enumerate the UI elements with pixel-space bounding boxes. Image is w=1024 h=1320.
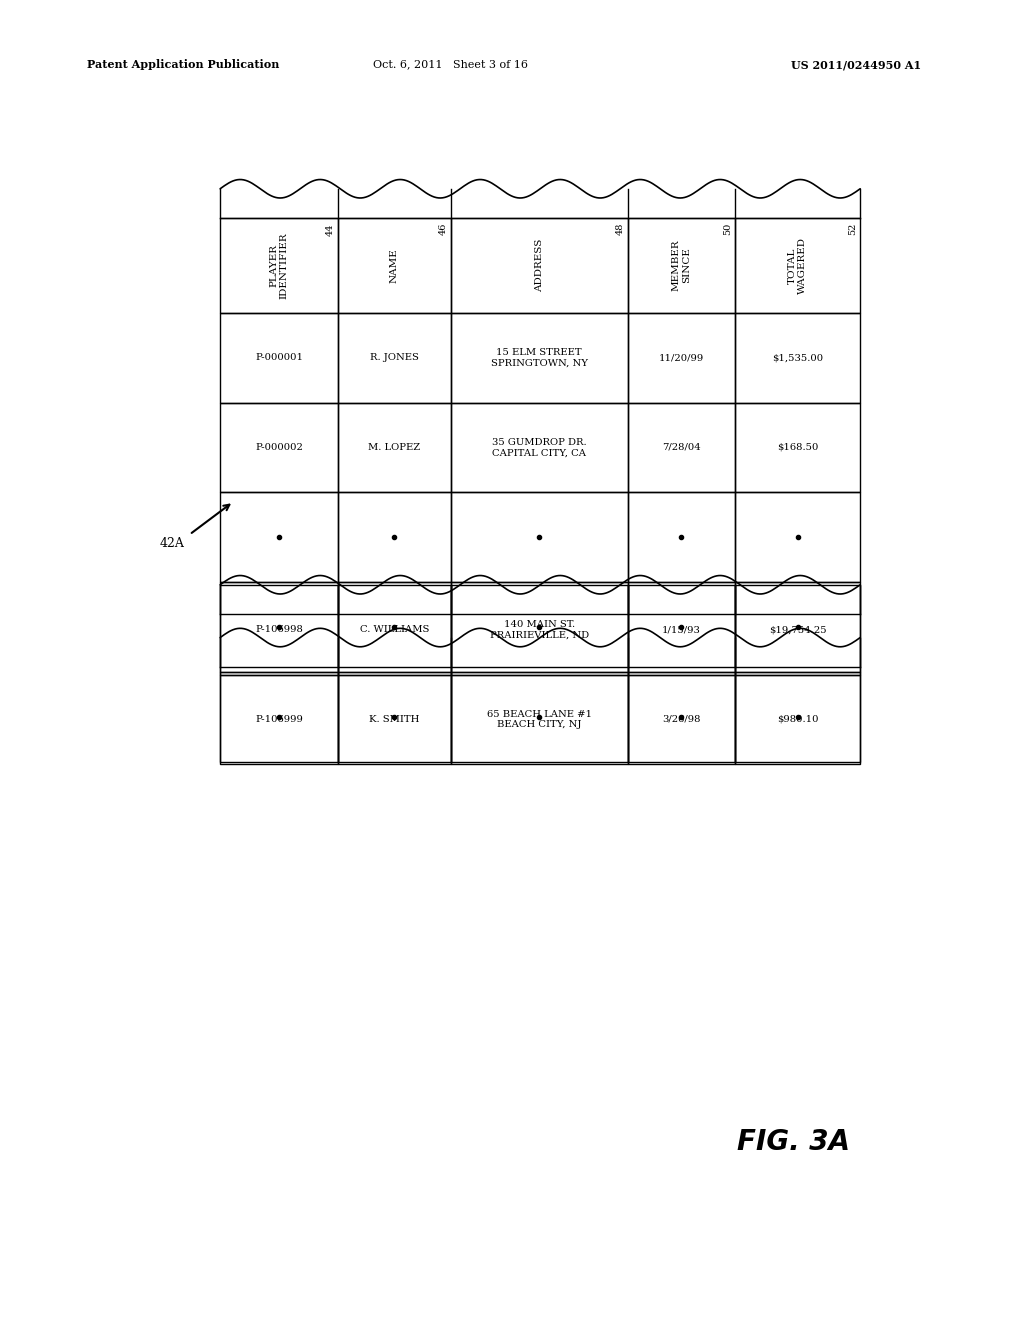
Text: US 2011/0244950 A1: US 2011/0244950 A1 — [792, 59, 922, 70]
Bar — [451, 675, 628, 764]
Bar — [735, 675, 860, 764]
Text: P-106999: P-106999 — [255, 715, 303, 723]
Text: P-106998: P-106998 — [255, 626, 303, 634]
Text: 46: 46 — [438, 223, 447, 235]
Text: $168.50: $168.50 — [777, 444, 818, 451]
Bar — [735, 585, 860, 675]
Text: 52: 52 — [848, 223, 857, 235]
Bar — [628, 313, 735, 403]
Bar — [628, 403, 735, 492]
Text: $1,535.00: $1,535.00 — [772, 354, 823, 362]
Bar — [735, 582, 860, 672]
Text: MEMBER
SINCE: MEMBER SINCE — [672, 239, 691, 292]
Text: 140 MAIN ST.
PRAIRIEVILLE, ND: 140 MAIN ST. PRAIRIEVILLE, ND — [489, 620, 589, 639]
Text: ADDRESS: ADDRESS — [535, 239, 544, 292]
Bar — [628, 675, 735, 764]
Text: 48: 48 — [615, 223, 625, 235]
Bar — [220, 675, 338, 764]
Text: 11/20/99: 11/20/99 — [658, 354, 705, 362]
Text: K. SMITH: K. SMITH — [369, 715, 420, 723]
Text: $980.10: $980.10 — [777, 715, 818, 723]
Text: NAME: NAME — [390, 248, 398, 282]
Bar — [451, 492, 628, 582]
Text: 44: 44 — [326, 223, 335, 235]
Bar — [451, 218, 628, 313]
Text: P-000002: P-000002 — [255, 444, 303, 451]
Bar — [735, 218, 860, 313]
Text: 3/26/98: 3/26/98 — [663, 715, 700, 723]
Bar — [338, 582, 451, 672]
Bar — [220, 585, 338, 675]
Text: TOTAL
WAGERED: TOTAL WAGERED — [788, 236, 807, 294]
Text: 42A: 42A — [160, 537, 184, 550]
Text: Patent Application Publication: Patent Application Publication — [87, 59, 280, 70]
Bar — [338, 492, 451, 582]
Text: $19,754.25: $19,754.25 — [769, 626, 826, 634]
Bar — [338, 403, 451, 492]
Text: P-000001: P-000001 — [255, 354, 303, 362]
Bar — [338, 675, 451, 764]
Bar — [735, 492, 860, 582]
Bar — [451, 582, 628, 672]
Bar — [220, 672, 338, 762]
Bar — [220, 582, 338, 672]
Bar — [220, 403, 338, 492]
Bar — [628, 672, 735, 762]
Text: R. JONES: R. JONES — [370, 354, 419, 362]
Bar — [220, 313, 338, 403]
Bar — [735, 672, 860, 762]
Text: 15 ELM STREET
SPRINGTOWN, NY: 15 ELM STREET SPRINGTOWN, NY — [490, 348, 588, 367]
Bar — [735, 313, 860, 403]
Bar — [451, 313, 628, 403]
Text: PLAYER
IDENTIFIER: PLAYER IDENTIFIER — [269, 232, 289, 298]
Bar — [451, 672, 628, 762]
Text: 35 GUMDROP DR.
CAPITAL CITY, CA: 35 GUMDROP DR. CAPITAL CITY, CA — [492, 438, 587, 457]
Text: C. WILLIAMS: C. WILLIAMS — [359, 626, 429, 634]
Bar — [628, 218, 735, 313]
Text: 1/15/93: 1/15/93 — [663, 626, 700, 634]
Bar — [451, 585, 628, 675]
Bar — [338, 313, 451, 403]
Text: M. LOPEZ: M. LOPEZ — [368, 444, 421, 451]
Bar — [338, 672, 451, 762]
Bar — [628, 582, 735, 672]
Text: FIG. 3A: FIG. 3A — [737, 1127, 850, 1156]
Text: 50: 50 — [723, 223, 732, 235]
Bar — [338, 585, 451, 675]
Bar — [451, 403, 628, 492]
Bar — [735, 403, 860, 492]
Bar — [220, 492, 338, 582]
Text: 65 BEACH LANE #1
BEACH CITY, NJ: 65 BEACH LANE #1 BEACH CITY, NJ — [486, 710, 592, 729]
Bar — [338, 218, 451, 313]
Bar — [220, 218, 338, 313]
Text: 7/28/04: 7/28/04 — [663, 444, 700, 451]
Text: Oct. 6, 2011   Sheet 3 of 16: Oct. 6, 2011 Sheet 3 of 16 — [373, 59, 528, 70]
Bar — [628, 492, 735, 582]
Bar — [628, 585, 735, 675]
